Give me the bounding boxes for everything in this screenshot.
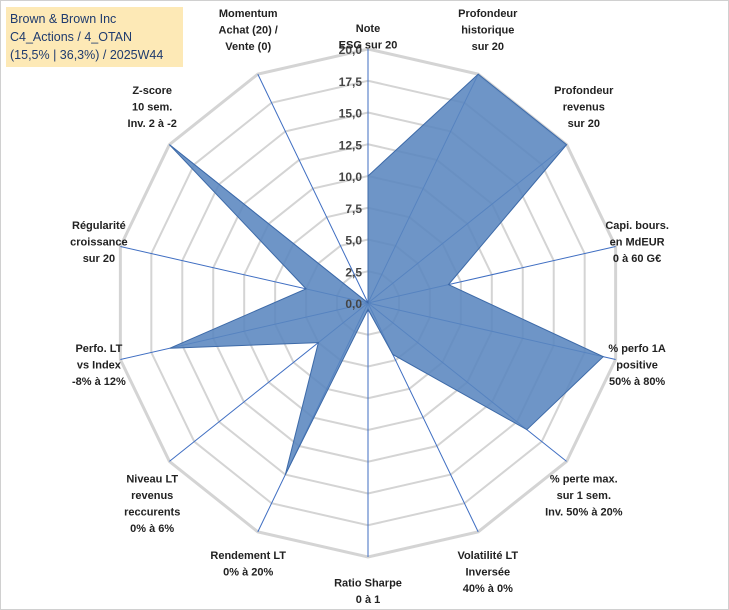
axis-label: historique bbox=[461, 25, 514, 37]
axis-label: % perte max. bbox=[550, 474, 618, 486]
axis-label: en MdEUR bbox=[610, 237, 665, 249]
axis-label: 10 sem. bbox=[132, 101, 172, 113]
tick-label: 2,5 bbox=[345, 265, 362, 279]
radar-tick-labels: 0,0 2,5 5,0 7,5 10,0 12,5 15,0 17,5 20,0 bbox=[339, 43, 363, 311]
axis-label: sur 20 bbox=[83, 253, 115, 265]
axis-label: positive bbox=[616, 360, 658, 372]
tick-label: 5,0 bbox=[345, 234, 362, 248]
axis-label: 0% à 20% bbox=[223, 567, 273, 579]
axis-label: Note bbox=[356, 23, 380, 35]
axis-label: 0% à 6% bbox=[130, 523, 174, 535]
axis-label: vs Index bbox=[77, 360, 122, 372]
axis-label: sur 20 bbox=[472, 41, 504, 53]
axis-label: croissance bbox=[70, 237, 127, 249]
axis-label: 50% à 80% bbox=[609, 376, 665, 388]
axis-label: 0 à 60 G€ bbox=[613, 253, 661, 265]
axis-label: Volatilité LT bbox=[457, 550, 518, 562]
tick-label: 12,5 bbox=[339, 138, 363, 152]
axis-label: % perfo 1A bbox=[608, 343, 666, 355]
tick-label: 20,0 bbox=[339, 43, 363, 57]
axis-label: Momentum bbox=[219, 8, 278, 20]
radar-series bbox=[169, 73, 605, 475]
radar-axis-labels: Note ESG sur 20 Profondeur historique sur 20… bbox=[70, 8, 669, 606]
axis-label: sur 1 sem. bbox=[557, 490, 611, 502]
axis-spoke bbox=[257, 73, 369, 304]
axis-label: Profondeur bbox=[458, 8, 518, 20]
title-line-2: C4_Actions / 4_OTAN bbox=[10, 30, 133, 44]
title-line-1: Brown & Brown Inc bbox=[10, 12, 117, 26]
axis-label: Régularité bbox=[72, 220, 126, 232]
axis-label: Rendement LT bbox=[210, 550, 286, 562]
axis-label: 0 à 1 bbox=[356, 594, 380, 606]
axis-label: Niveau LT bbox=[126, 474, 178, 486]
axis-label: Profondeur bbox=[554, 85, 614, 97]
axis-label: Z-score bbox=[132, 85, 172, 97]
axis-label: Capi. bours. bbox=[605, 220, 669, 232]
tick-label: 15,0 bbox=[339, 107, 363, 121]
axis-label: Perfo. LT bbox=[75, 343, 122, 355]
tick-label: 7,5 bbox=[345, 202, 362, 216]
tick-label: 17,5 bbox=[339, 75, 363, 89]
axis-label: ESG sur 20 bbox=[339, 40, 398, 52]
axis-label: reccurents bbox=[124, 507, 180, 519]
tick-label: 10,0 bbox=[339, 170, 363, 184]
axis-label: Ratio Sharpe bbox=[334, 577, 402, 589]
axis-label: Inversée bbox=[465, 567, 510, 579]
axis-label: 40% à 0% bbox=[463, 583, 513, 595]
axis-label: Vente (0) bbox=[225, 41, 271, 53]
axis-label: revenus bbox=[563, 101, 605, 113]
axis-label: -8% à 12% bbox=[72, 376, 126, 388]
axis-label: Inv. 50% à 20% bbox=[545, 507, 623, 519]
series-area bbox=[169, 73, 605, 475]
axis-label: sur 20 bbox=[568, 118, 600, 130]
axis-label: Achat (20) / bbox=[219, 25, 278, 37]
axis-label: Inv. 2 à -2 bbox=[128, 118, 177, 130]
chart-title: Brown & Brown Inc C4_Actions / 4_OTAN (1… bbox=[6, 7, 183, 67]
title-line-3: (15,5% | 36,3%) / 2025W44 bbox=[10, 48, 164, 62]
tick-label: 0,0 bbox=[345, 297, 362, 311]
axis-label: revenus bbox=[131, 490, 173, 502]
